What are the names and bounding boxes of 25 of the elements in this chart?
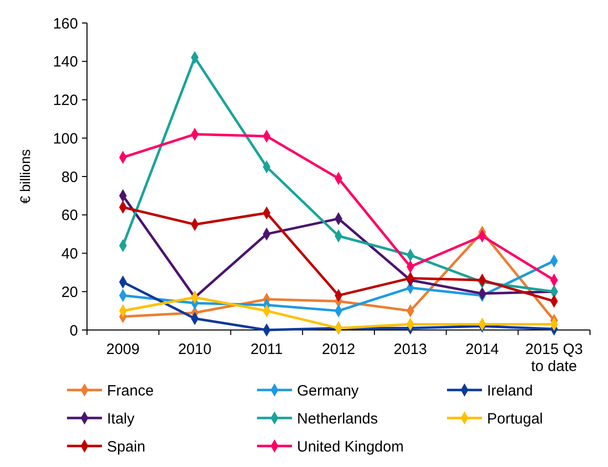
- y-tick-label: 40: [61, 246, 78, 262]
- x-tick-label: 2009: [106, 341, 140, 358]
- x-tick-label: 2014: [466, 341, 499, 358]
- y-tick-label: 140: [52, 54, 78, 71]
- x-tick-label: 2011: [250, 341, 283, 358]
- x-tick-label: 2010: [178, 341, 212, 358]
- x-tick-label: 2015 Q3 to date: [525, 341, 583, 375]
- y-axis-title: € billions: [17, 149, 33, 204]
- y-tick-label: 100: [52, 130, 78, 148]
- legend-label: Ireland: [487, 382, 533, 400]
- y-tick-label: 120: [52, 92, 78, 109]
- legend-label: United Kingdom: [297, 438, 404, 456]
- legend-label: Spain: [107, 438, 146, 456]
- x-tick-label: 2013: [394, 341, 428, 358]
- x-tick-label: 2012: [322, 341, 356, 358]
- y-tick-label: 80: [61, 168, 78, 186]
- y-tick-label: 60: [61, 207, 78, 224]
- legend-label: Portugal: [487, 410, 543, 428]
- legend-label: Germany: [297, 382, 360, 400]
- legend-label: France: [107, 382, 154, 400]
- y-tick-label: 0: [70, 322, 78, 340]
- legend-label: Italy: [107, 410, 136, 428]
- y-tick-label: 20: [61, 284, 78, 301]
- legend-label: Netherlands: [297, 410, 378, 428]
- y-tick-label: 160: [52, 15, 78, 32]
